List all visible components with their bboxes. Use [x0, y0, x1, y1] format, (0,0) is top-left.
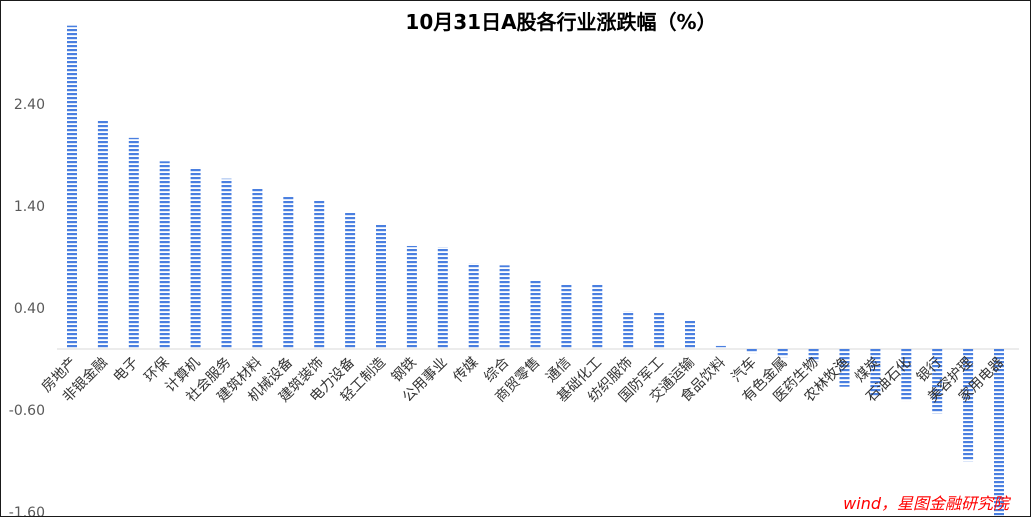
bar: [870, 349, 881, 397]
bar: [345, 212, 356, 349]
x-tick-label: 传媒: [450, 355, 481, 386]
bar: [685, 320, 695, 349]
bar: [561, 283, 572, 349]
bar: [128, 137, 139, 349]
source-note: wind，星图金融研究院: [843, 494, 1012, 513]
y-tick-label: 1.40: [14, 199, 45, 215]
bar: [932, 349, 943, 414]
bar: [592, 284, 603, 349]
bar: [406, 245, 417, 349]
y-tick-label: 2.40: [14, 97, 45, 113]
bar: [159, 161, 170, 349]
bar: [437, 247, 448, 349]
y-tick-label: -0.60: [9, 403, 45, 419]
bar: [190, 167, 201, 349]
bar: [963, 349, 974, 462]
chart-title: 10月31日A股各行业涨跌幅（%）: [405, 10, 716, 34]
bar: [654, 312, 665, 349]
y-tick-label: -1.60: [9, 505, 45, 516]
bar: [67, 25, 77, 349]
bar: [623, 311, 634, 349]
x-tick-label: 电子: [111, 355, 142, 386]
bar: [901, 349, 912, 402]
bar: [221, 178, 232, 349]
bar: [376, 224, 386, 349]
bar: [839, 349, 850, 387]
bar: [808, 349, 819, 362]
bar: [97, 119, 108, 349]
bar: [252, 188, 263, 349]
bar: [715, 345, 726, 349]
y-tick-label: 0.40: [14, 301, 45, 317]
bar: [499, 265, 510, 349]
bar: [283, 197, 294, 349]
bar: [468, 263, 479, 349]
bar: [530, 280, 541, 349]
bar: [777, 349, 788, 358]
bar: [746, 349, 757, 354]
bar: [314, 200, 325, 349]
bar: [994, 349, 1004, 516]
